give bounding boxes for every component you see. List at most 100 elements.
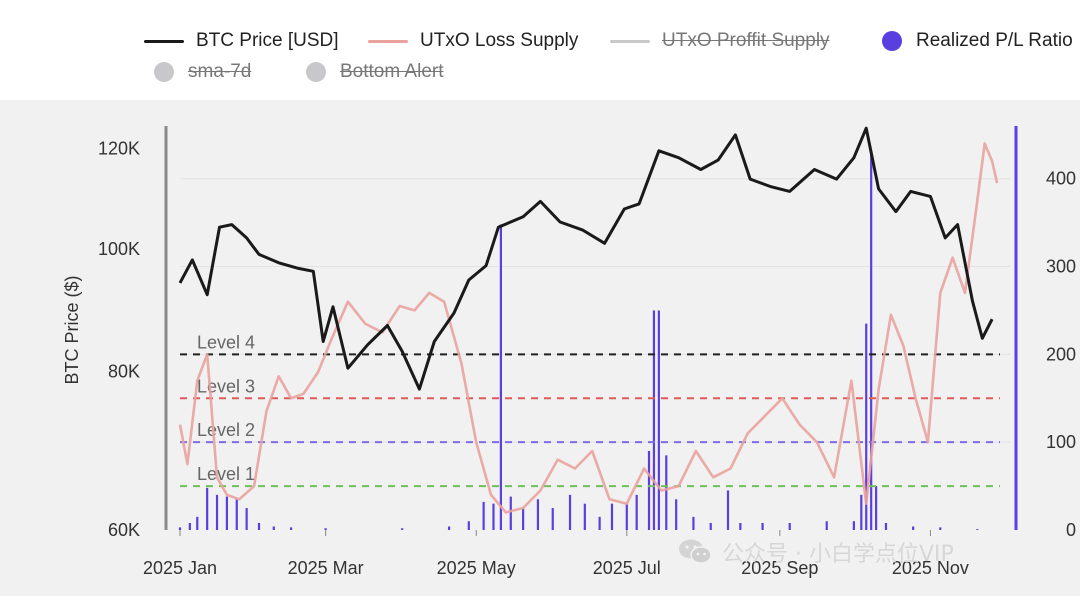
bar-realized-pl <box>761 522 764 530</box>
level-label-4: Level 1 <box>197 464 255 484</box>
bar-realized-pl <box>852 521 855 530</box>
x-tick-label: 2025 Mar <box>288 558 364 578</box>
wechat-icon <box>679 539 712 564</box>
legend-item-realized-pl-ratio[interactable]: Realized P/L Ratio <box>882 30 1073 52</box>
bar-realized-pl <box>447 526 451 530</box>
legend-item-sma-7d[interactable]: sma-7d <box>154 61 251 83</box>
bar-realized-pl <box>324 528 327 530</box>
left-tick-label: 80K <box>108 362 140 382</box>
right-tick-label: 400 <box>1046 169 1076 189</box>
left-tick-label: 100K <box>98 239 140 259</box>
bar-realized-pl <box>739 522 742 530</box>
bar-realized-pl <box>551 508 554 530</box>
bar-realized-pl <box>257 522 261 530</box>
chart-plot: Level 4 Level 3 Level 2 Level 1 120K 100K 80K… <box>0 100 1080 596</box>
level-lines: Level 4 Level 3 Level 2 Level 1 <box>180 332 1000 488</box>
bar-realized-pl <box>215 494 219 530</box>
bar-realized-pl <box>245 508 248 530</box>
bar-realized-pl <box>522 508 525 530</box>
bar-realized-pl <box>206 487 209 530</box>
x-tick-label: 2025 Jan <box>143 558 217 578</box>
bar-realized-pl <box>178 527 182 530</box>
x-axis-ticks: 2025 Jan 2025 Mar 2025 May 2025 Jul 2025 Sep… <box>143 530 969 578</box>
bar-realized-pl <box>272 526 275 530</box>
level-label-3: Level 2 <box>197 420 255 440</box>
legend-item-btc-price[interactable]: BTC Price [USD] <box>144 30 339 52</box>
bar-realized-pl <box>692 516 695 530</box>
legend-label-realized-pl: Realized P/L Ratio <box>916 30 1073 51</box>
left-axis-title: BTC Price ($) <box>62 275 82 384</box>
watermark-text: 公众号 · 小白学点位VIP <box>722 542 954 567</box>
bar-realized-pl <box>825 521 828 530</box>
right-tick-label: 200 <box>1046 344 1076 364</box>
bar-realized-pl <box>657 310 660 530</box>
bar-realized-pl <box>939 527 942 530</box>
left-tick-label: 120K <box>98 138 140 158</box>
legend-item-utxo-profit-supply[interactable]: UTxO Proffit Supply <box>610 30 830 52</box>
bar-realized-pl <box>196 516 199 530</box>
x-tick-label: 2025 Jul <box>593 558 661 578</box>
right-tick-label: 0 <box>1066 520 1076 540</box>
bar-realized-pl <box>401 528 404 530</box>
level-label-2: Level 3 <box>197 376 255 396</box>
bar-realized-pl <box>188 522 191 530</box>
legend-swatch-bottom-alert <box>306 62 326 82</box>
bar-realized-pl <box>860 494 863 530</box>
bar-realized-pl <box>665 455 668 530</box>
bar-realized-pl <box>865 323 868 530</box>
bar-realized-pl <box>610 503 614 530</box>
bar-realized-pl <box>635 494 638 530</box>
bar-realized-pl <box>598 516 601 530</box>
bar-realized-pl <box>467 521 470 530</box>
legend-label-utxo-loss: UTxO Loss Supply <box>420 30 579 51</box>
x-tick-label: 2025 Sep <box>741 558 818 578</box>
bar-realized-pl <box>875 486 878 530</box>
realized-pl-bars <box>178 152 979 530</box>
legend-label-sma-7d: sma-7d <box>188 61 252 82</box>
left-tick-label: 60K <box>108 520 140 540</box>
legend-label-btc-price: BTC Price [USD] <box>196 30 339 51</box>
bar-realized-pl <box>726 490 730 530</box>
legend-item-utxo-loss-supply[interactable]: UTxO Loss Supply <box>368 30 578 52</box>
bar-realized-pl <box>583 503 586 530</box>
bar-realized-pl <box>884 522 888 530</box>
bar-realized-pl <box>912 526 915 530</box>
legend-swatch-realized-pl <box>882 31 902 51</box>
legend-swatch-utxo-profit <box>610 39 650 43</box>
bar-realized-pl <box>482 501 485 530</box>
x-tick-label: 2025 Nov <box>892 558 969 578</box>
bar-realized-pl <box>225 496 229 530</box>
bar-realized-pl <box>675 499 678 530</box>
x-tick-label: 2025 May <box>437 558 516 578</box>
bar-realized-pl <box>509 496 512 530</box>
bar-realized-pl <box>568 494 572 530</box>
bar-realized-pl <box>625 503 628 530</box>
left-axis-ticks: 120K 100K 80K 60K <box>98 138 140 540</box>
chart-legend: BTC Price [USD] UTxO Loss Supply UTxO Pr… <box>0 0 1080 100</box>
legend-swatch-utxo-loss <box>368 39 408 43</box>
bar-realized-pl <box>652 310 656 530</box>
bar-realized-pl <box>870 152 873 530</box>
bar-realized-pl <box>976 529 979 530</box>
right-axis-ticks: 400 300 200 100 0 <box>1046 169 1076 540</box>
bar-realized-pl <box>788 522 791 530</box>
bar-realized-pl <box>709 522 712 530</box>
bar-realized-pl <box>499 224 503 530</box>
legend-item-bottom-alert[interactable]: Bottom Alert <box>306 61 444 83</box>
utxo-loss-supply-line <box>178 142 999 514</box>
plot-background <box>0 100 1080 596</box>
bar-realized-pl <box>647 450 651 530</box>
bar-realized-pl <box>289 527 293 530</box>
legend-swatch-btc-price <box>144 39 184 43</box>
bar-realized-pl <box>536 499 540 530</box>
level-label-1: Level 4 <box>197 332 255 352</box>
legend-swatch-sma-7d <box>154 62 174 82</box>
btc-price-line <box>178 126 994 391</box>
right-tick-label: 100 <box>1046 432 1076 452</box>
bar-realized-pl <box>492 503 495 530</box>
bar-realized-pl <box>235 499 238 530</box>
legend-label-utxo-profit: UTxO Proffit Supply <box>662 30 830 51</box>
right-tick-label: 300 <box>1046 257 1076 277</box>
legend-label-bottom-alert: Bottom Alert <box>340 61 444 82</box>
watermark: 公众号 · 小白学点位VIP <box>678 536 954 568</box>
